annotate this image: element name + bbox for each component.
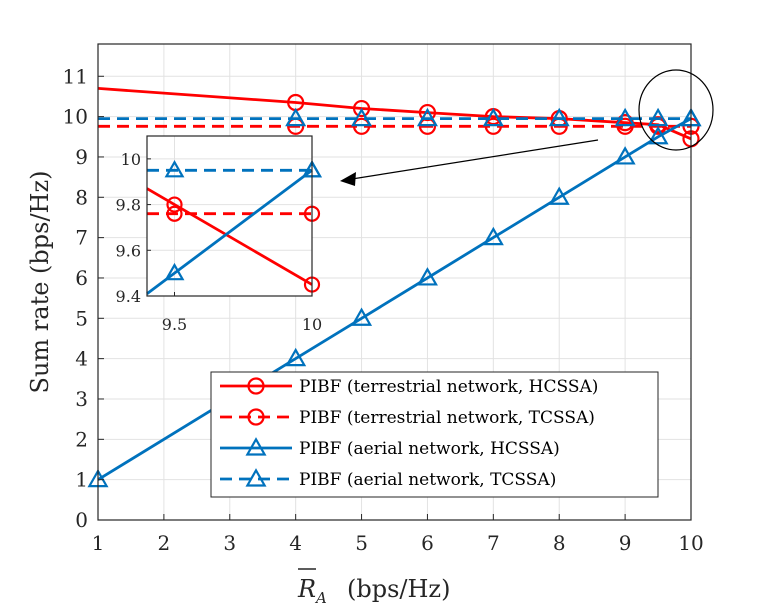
- legend-marker-1: [247, 408, 265, 426]
- inset-series: [146, 160, 322, 295]
- legend-label-3: PIBF (aerial network, TCSSA): [299, 470, 556, 490]
- legend-box: [210, 371, 659, 498]
- y-tick-label-11: 11: [63, 64, 88, 88]
- y-tick-label-1: 1: [75, 468, 88, 492]
- x-tick-label-1: 1: [92, 531, 105, 555]
- main-series: [87, 87, 702, 488]
- inset-x-tick-label-9.5: 9.5: [162, 315, 187, 334]
- y-tick-label-8: 8: [75, 185, 88, 209]
- inset-series-1-point-0: [166, 205, 183, 222]
- series-line-0: [97, 87, 692, 141]
- x-tick-label-3: 3: [223, 531, 236, 555]
- inset-series-line-0: [146, 187, 313, 286]
- x-tick-label-9: 9: [619, 531, 632, 555]
- y-tick-label-6: 6: [75, 266, 88, 290]
- x-tick-label-7: 7: [487, 531, 500, 555]
- series-2-point-6: [614, 146, 636, 165]
- series-2-point-2: [351, 307, 373, 326]
- inset-frame: [146, 135, 313, 297]
- series-1-point-4: [484, 117, 502, 135]
- x-label-subscript: A: [314, 589, 327, 607]
- zoom-arrow-head: [340, 172, 356, 186]
- y-tick-label-7: 7: [75, 226, 88, 250]
- y-tick-label-0: 0: [75, 508, 88, 532]
- inset-series-0-point-0: [166, 196, 183, 213]
- inset-series-2-point-0: [164, 262, 185, 281]
- legend-label-2: PIBF (aerial network, HCSSA): [299, 439, 560, 459]
- inset-y-tick-label-9.6: 9.6: [116, 241, 141, 260]
- x-tick-label-6: 6: [421, 531, 434, 555]
- y-tick-label-3: 3: [75, 387, 88, 411]
- series-3-point-7: [647, 107, 669, 127]
- series-3-point-1: [285, 107, 307, 127]
- series-2-point-5: [548, 186, 570, 205]
- x-tick-label-5: 5: [355, 531, 368, 555]
- y-axis-label: Sum rate (bps/Hz): [26, 171, 54, 394]
- series-2-point-4: [482, 226, 504, 246]
- series-0-point-3: [418, 103, 437, 122]
- series-2-point-3: [416, 267, 438, 286]
- series-3-point-3: [416, 107, 438, 127]
- series-3-point-6: [614, 107, 636, 127]
- series-2-point-7: [647, 125, 669, 145]
- y-tick-label-5: 5: [75, 306, 88, 330]
- x-tick-label-2: 2: [158, 531, 171, 555]
- legend-marker-0: [247, 377, 265, 395]
- legend-items: [220, 377, 292, 487]
- y-tick-label-9: 9: [75, 145, 88, 169]
- legend-label-1: PIBF (terrestrial network, TCSSA): [299, 408, 595, 428]
- series-line-2: [97, 117, 692, 481]
- legend-marker-3: [245, 468, 267, 487]
- zoom-ellipse: [638, 69, 714, 151]
- inset-series-3-point-0: [164, 160, 185, 178]
- x-axis-label: R A (bps/Hz): [297, 568, 450, 607]
- legend: PIBF (terrestrial network, HCSSA) PIBF (…: [210, 371, 659, 498]
- legend-label-0: PIBF (terrestrial network, HCSSA): [299, 377, 598, 397]
- y-tick-label-10: 10: [63, 105, 88, 129]
- series-3-point-5: [548, 107, 570, 127]
- x-label-unit: (bps/Hz): [347, 575, 450, 603]
- x-tick-label-10: 10: [678, 531, 703, 555]
- inset-y-tick-label-9.4: 9.4: [116, 287, 141, 306]
- series-1-point-6: [616, 117, 634, 135]
- series-2-point-1: [285, 347, 307, 367]
- legend-marker-2: [245, 437, 267, 456]
- inset-series-line-2: [146, 169, 313, 295]
- inset-y-tick-label-9.8: 9.8: [116, 196, 141, 215]
- series-3-point-4: [482, 107, 504, 127]
- series-1-point-2: [352, 117, 371, 135]
- x-tick-label-8: 8: [553, 531, 566, 555]
- x-label-symbol: R: [297, 575, 316, 603]
- plot-frame: [97, 43, 692, 521]
- inset-y-tick-label-10: 10: [121, 150, 141, 169]
- x-tick-label-4: 4: [289, 531, 302, 555]
- zoom-arrow-line: [351, 139, 599, 180]
- series-0-point-2: [352, 99, 371, 118]
- y-tick-label-2: 2: [75, 427, 88, 451]
- inset-ticks: 9.5 10 9.4 9.6 9.8 10: [116, 150, 323, 334]
- series-3-point-2: [351, 107, 373, 127]
- inset-x-tick-label-10: 10: [302, 315, 322, 334]
- y-tick-label-4: 4: [75, 347, 88, 371]
